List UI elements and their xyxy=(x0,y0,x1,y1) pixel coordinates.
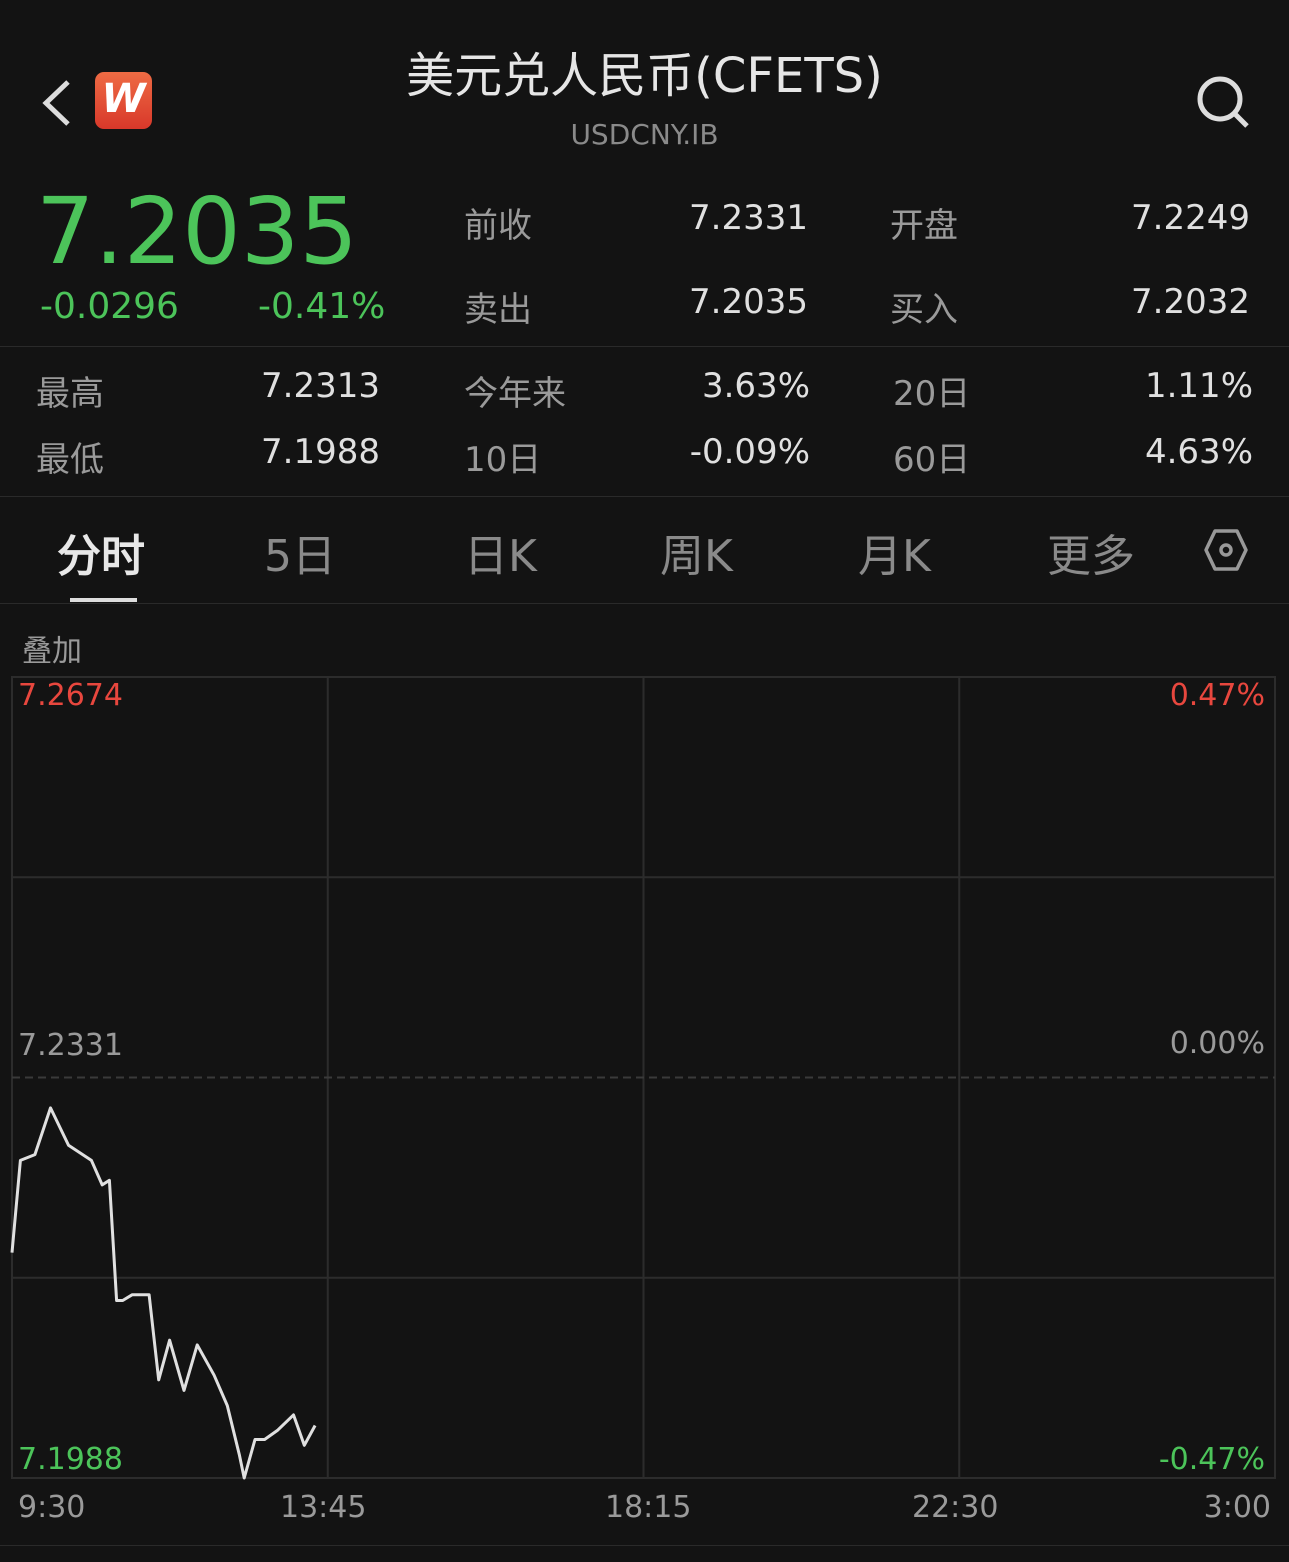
divider xyxy=(0,346,1289,347)
tab-monthly-k[interactable]: 月K xyxy=(858,531,931,582)
stat-value: -0.09% xyxy=(689,432,810,472)
chart-grid xyxy=(11,676,1276,1479)
stat-label: 买入 xyxy=(890,290,958,330)
y-label-top: 7.2674 xyxy=(18,678,123,713)
pct-label-bottom: -0.47% xyxy=(1158,1442,1265,1477)
active-tab-indicator xyxy=(70,598,137,602)
pct-label-mid: 0.00% xyxy=(1169,1026,1265,1061)
stat-label: 最低 xyxy=(36,440,104,480)
divider xyxy=(0,603,1289,604)
tab-daily-k[interactable]: 日K xyxy=(464,531,537,582)
stat-label: 60日 xyxy=(893,440,971,480)
y-label-bottom: 7.1988 xyxy=(18,1442,123,1477)
tab-intraday[interactable]: 分时 xyxy=(57,531,145,582)
x-tick: 18:15 xyxy=(605,1490,692,1525)
price-change-pct: -0.41% xyxy=(258,286,386,327)
stat-value: 7.2313 xyxy=(261,366,380,406)
x-tick: 13:45 xyxy=(280,1490,367,1525)
page-title: 美元兑人民币(CFETS) xyxy=(406,48,883,104)
pct-label-top: 0.47% xyxy=(1169,678,1265,713)
last-price: 7.2035 xyxy=(36,178,358,285)
back-icon[interactable] xyxy=(38,78,78,128)
x-tick: 22:30 xyxy=(912,1490,999,1525)
overlay-button[interactable]: 叠加 xyxy=(22,634,82,669)
tab-weekly-k[interactable]: 周K xyxy=(660,531,733,582)
settings-icon[interactable] xyxy=(1204,528,1248,572)
divider xyxy=(0,1545,1289,1546)
y-label-mid: 7.2331 xyxy=(18,1028,123,1063)
stat-value: 7.2035 xyxy=(689,282,808,322)
tab-more[interactable]: 更多 xyxy=(1047,531,1135,582)
divider xyxy=(0,496,1289,497)
price-line xyxy=(10,1106,317,1480)
stat-label: 今年来 xyxy=(464,374,566,414)
stat-label: 开盘 xyxy=(890,206,958,246)
x-tick: 3:00 xyxy=(1203,1490,1271,1525)
stat-label: 最高 xyxy=(36,374,104,414)
stat-label: 前收 xyxy=(464,206,532,246)
price-change: -0.0296 xyxy=(40,286,179,327)
symbol-code: USDCNY.IB xyxy=(570,118,719,151)
stat-value: 1.11% xyxy=(1144,366,1253,406)
search-icon[interactable] xyxy=(1195,74,1251,130)
stat-label: 20日 xyxy=(893,374,971,414)
tab-5day[interactable]: 5日 xyxy=(264,531,336,582)
stat-value: 7.2249 xyxy=(1131,198,1250,238)
stat-label: 10日 xyxy=(464,440,542,480)
app-logo: W xyxy=(95,72,152,129)
stat-label: 卖出 xyxy=(464,290,532,330)
stat-value: 7.2032 xyxy=(1131,282,1250,322)
x-tick: 9:30 xyxy=(18,1490,86,1525)
stat-value: 7.2331 xyxy=(689,198,808,238)
stat-value: 4.63% xyxy=(1144,432,1253,472)
stat-value: 7.1988 xyxy=(261,432,380,472)
stat-value: 3.63% xyxy=(701,366,810,406)
